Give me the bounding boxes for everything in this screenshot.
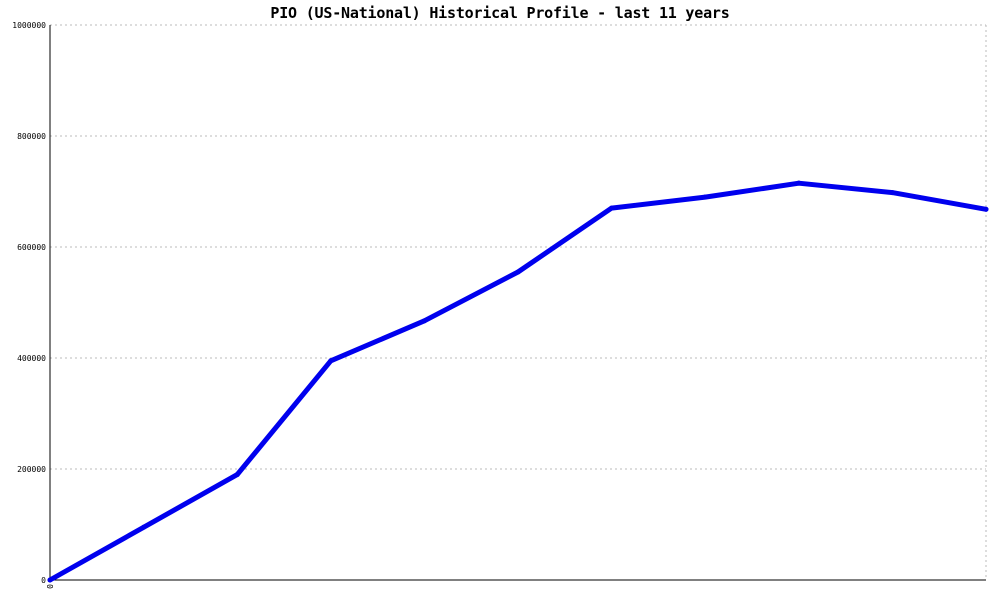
data-point — [515, 269, 521, 275]
series-line — [47, 180, 989, 583]
data-point — [141, 524, 147, 530]
x-tick-label: 0 — [46, 584, 55, 589]
chart-title: PIO (US-National) Historical Profile - l… — [270, 4, 730, 22]
y-tick-label: 200000 — [17, 465, 46, 474]
data-point — [609, 205, 615, 211]
data-point — [47, 577, 53, 583]
y-tick-label: 800000 — [17, 132, 46, 141]
y-tick-label: 400000 — [17, 354, 46, 363]
y-tick-label: 1000000 — [12, 21, 46, 30]
y-tick-label: 0 — [41, 576, 46, 585]
data-point — [328, 358, 334, 364]
data-point — [889, 190, 895, 196]
y-tick-label: 600000 — [17, 243, 46, 252]
data-point — [702, 194, 708, 200]
data-point — [234, 472, 240, 478]
data-point — [421, 318, 427, 324]
data-point — [983, 206, 989, 212]
data-point — [796, 180, 802, 186]
